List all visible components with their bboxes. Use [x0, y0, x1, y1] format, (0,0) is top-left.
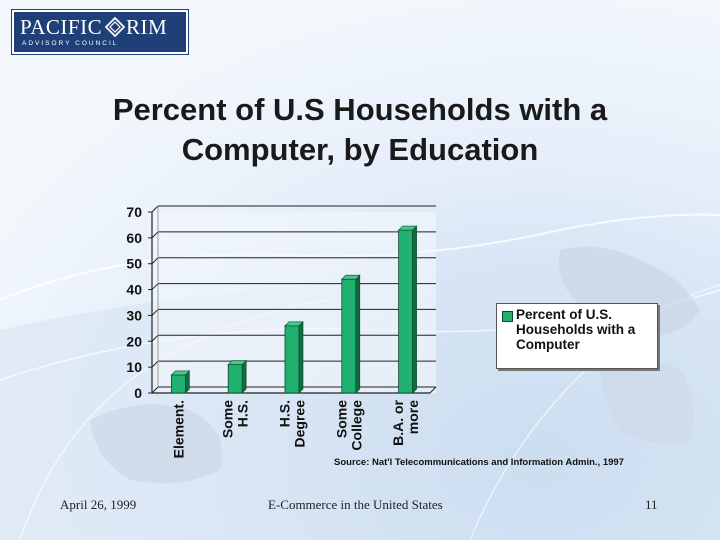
diamond-emblem-icon	[105, 17, 125, 37]
logo-tagline: ADVISORY COUNCIL	[22, 40, 119, 47]
bar	[227, 364, 243, 394]
bar	[341, 278, 357, 394]
footer-center-text: E-Commerce in the United States	[268, 497, 443, 512]
legend-label: Percent of U.S. Households with a Comput…	[516, 307, 636, 352]
y-tick-label: 40	[126, 282, 142, 298]
x-tick-label: H.S.	[235, 400, 251, 427]
bar-top	[284, 321, 304, 327]
gridline-depth	[151, 231, 159, 239]
logo-word-pacific: PACIFIC	[20, 15, 103, 39]
y-tick-label: 0	[134, 385, 142, 401]
gridline-depth	[151, 309, 159, 316]
footer-page-number: 11	[645, 497, 658, 512]
y-tick-label: 10	[126, 359, 142, 375]
x-tick-label: B.A. or	[390, 399, 406, 445]
bar-side	[298, 321, 304, 394]
x-tick-label: Degree	[292, 400, 308, 448]
x-tick-label: Some	[333, 400, 349, 438]
slide-title-line-1: Percent of U.S Households with a	[112, 92, 608, 127]
pacific-rim-logo: PACIFIC RIM ADVISORY COUNCIL	[11, 9, 189, 55]
x-tick-label: Some	[220, 400, 236, 438]
x-tick-label: more	[405, 400, 421, 434]
footer-date: April 26, 1999	[60, 497, 137, 512]
chart-legend: Percent of U.S. Households with a Comput…	[496, 303, 658, 369]
bar-top	[397, 225, 418, 231]
bar-top	[341, 274, 361, 280]
gridline-depth	[151, 334, 159, 342]
bar-side	[241, 359, 247, 394]
bar-side	[412, 225, 417, 394]
y-tick-label: 30	[126, 307, 142, 323]
y-tick-label: 70	[126, 204, 142, 220]
x-tick-label: College	[348, 400, 364, 451]
bar-top	[170, 370, 191, 376]
y-tick-label: 20	[126, 333, 142, 349]
y-tick-label: 50	[126, 256, 142, 272]
gridline-depth	[151, 386, 159, 394]
y-tick-label: 60	[126, 230, 142, 246]
gridline-depth	[151, 257, 159, 265]
bar-side	[355, 274, 361, 394]
gridline-depth	[151, 205, 159, 213]
bar	[284, 325, 300, 394]
bar	[398, 229, 414, 394]
logo-word-rim: RIM	[126, 15, 168, 39]
x-tick-label: Element.	[170, 400, 186, 458]
source-note: Source: Nat'l Telecommunications and Inf…	[334, 457, 624, 468]
gridline-depth	[151, 283, 159, 290]
bar-top	[227, 360, 247, 365]
gridline-depth	[151, 360, 159, 368]
slide-title: Percent of U.S Households with a Compute…	[40, 90, 680, 170]
slide-title-line-2: Computer, by Education	[181, 132, 539, 167]
bar	[170, 374, 186, 394]
x-tick-label: H.S.	[277, 400, 293, 427]
x-axis-depth	[429, 386, 437, 394]
legend-swatch	[502, 311, 513, 322]
